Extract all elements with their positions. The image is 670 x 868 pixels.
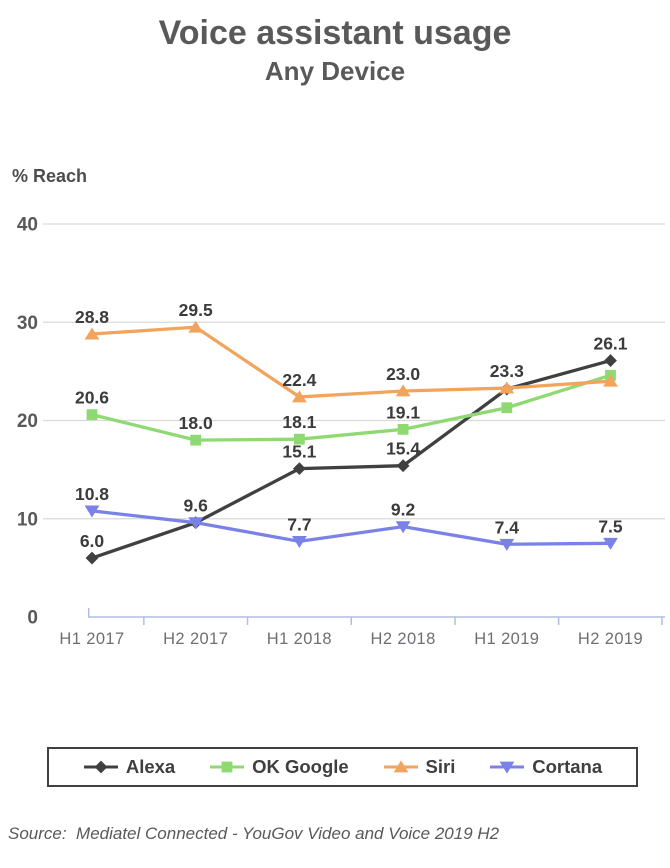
data-label: 15.1 <box>282 442 316 462</box>
data-label: 23.3 <box>490 361 524 381</box>
legend-diamond-icon <box>83 760 118 774</box>
legend-marker <box>499 761 515 774</box>
series-marker-ok-google <box>501 402 513 414</box>
legend-marker <box>393 760 408 773</box>
y-tick-label: 10 <box>17 509 38 530</box>
page-subtitle: Any Device <box>264 56 406 86</box>
data-label: 15.4 <box>386 439 420 459</box>
legend-label: Siri <box>425 756 456 777</box>
series-line-cortana <box>91 509 611 546</box>
y-tick-label: 20 <box>17 411 38 432</box>
series-marker-siri <box>292 390 307 403</box>
data-label: 22.4 <box>282 370 316 390</box>
x-tick-label: H1 2019 <box>474 630 539 648</box>
series-marker-alexa <box>604 354 617 367</box>
series-line-ok-google <box>91 373 611 442</box>
series-line-siri <box>91 325 611 399</box>
legend-item-ok-google: OK Google <box>209 756 349 778</box>
data-label: 18.1 <box>282 412 316 432</box>
legend-triangle-down-icon <box>490 761 525 774</box>
series-marker-siri <box>188 320 204 333</box>
series-marker-alexa <box>293 462 306 476</box>
series-marker-cortana <box>84 505 100 518</box>
y-tick-label: 0 <box>27 608 38 629</box>
data-label: 23.0 <box>386 364 420 384</box>
page-title: Voice assistant usage <box>158 14 512 52</box>
data-label: 9.6 <box>184 496 209 516</box>
source-note: Source: Mediatel Connected - YouGov Vide… <box>8 824 500 843</box>
data-label: 6.0 <box>80 531 105 551</box>
data-label: 20.6 <box>75 388 109 408</box>
data-label: 19.1 <box>386 402 420 422</box>
series-marker-cortana <box>292 535 307 548</box>
data-label: 7.4 <box>495 517 520 537</box>
line-chart: 0 10 20 30 40 H1 2017 H2 2017 H1 2018 H2 2018 H1 … <box>17 215 665 648</box>
data-label: 26.1 <box>593 334 627 354</box>
series-marker-ok-google <box>397 423 409 435</box>
series-marker-alexa <box>396 459 410 473</box>
series-marker-cortana <box>188 517 204 530</box>
legend-item-alexa: Alexa <box>83 756 175 778</box>
x-tick-label: H2 2019 <box>578 630 643 648</box>
x-tick-label: H2 2018 <box>371 630 436 648</box>
series-marker-ok-google <box>190 434 202 446</box>
legend-marker <box>221 761 233 773</box>
legend-square-icon <box>210 761 245 773</box>
x-tick-label: H1 2017 <box>59 630 124 648</box>
series-marker-cortana <box>499 538 515 551</box>
data-label: 9.2 <box>391 500 416 520</box>
legend: Alexa OK Google Siri Cortana <box>47 747 638 787</box>
legend-label: Alexa <box>125 756 176 777</box>
series-marker-siri <box>603 374 618 387</box>
series-marker-siri <box>499 381 515 394</box>
legend-label: Cortana <box>532 756 603 777</box>
series-marker-siri <box>84 327 100 340</box>
legend-item-siri: Siri <box>383 756 456 778</box>
x-tick-label: H1 2018 <box>267 630 332 648</box>
series-marker-cortana <box>603 537 618 550</box>
series-line-alexa <box>91 358 611 560</box>
series-marker-ok-google <box>86 409 98 421</box>
x-tick-label: H2 2017 <box>163 630 228 648</box>
series-marker-cortana <box>395 521 411 534</box>
legend-triangle-up-icon <box>383 760 418 773</box>
series-marker-siri <box>395 384 411 397</box>
series-marker-ok-google <box>294 433 305 445</box>
legend-marker <box>94 760 108 774</box>
series-marker-alexa <box>85 551 99 565</box>
y-tick-label: 30 <box>17 313 38 334</box>
data-label: 7.7 <box>287 514 311 534</box>
y-axis-title: % Reach <box>12 166 88 186</box>
legend-item-cortana: Cortana <box>489 756 602 778</box>
data-label: 7.5 <box>598 516 623 536</box>
y-tick-label: 40 <box>17 215 38 236</box>
data-label: 28.8 <box>75 307 109 327</box>
data-label: 10.8 <box>75 484 109 504</box>
legend-label: OK Google <box>252 756 349 777</box>
data-label: 18.0 <box>179 413 213 433</box>
data-label: 29.5 <box>179 300 213 320</box>
